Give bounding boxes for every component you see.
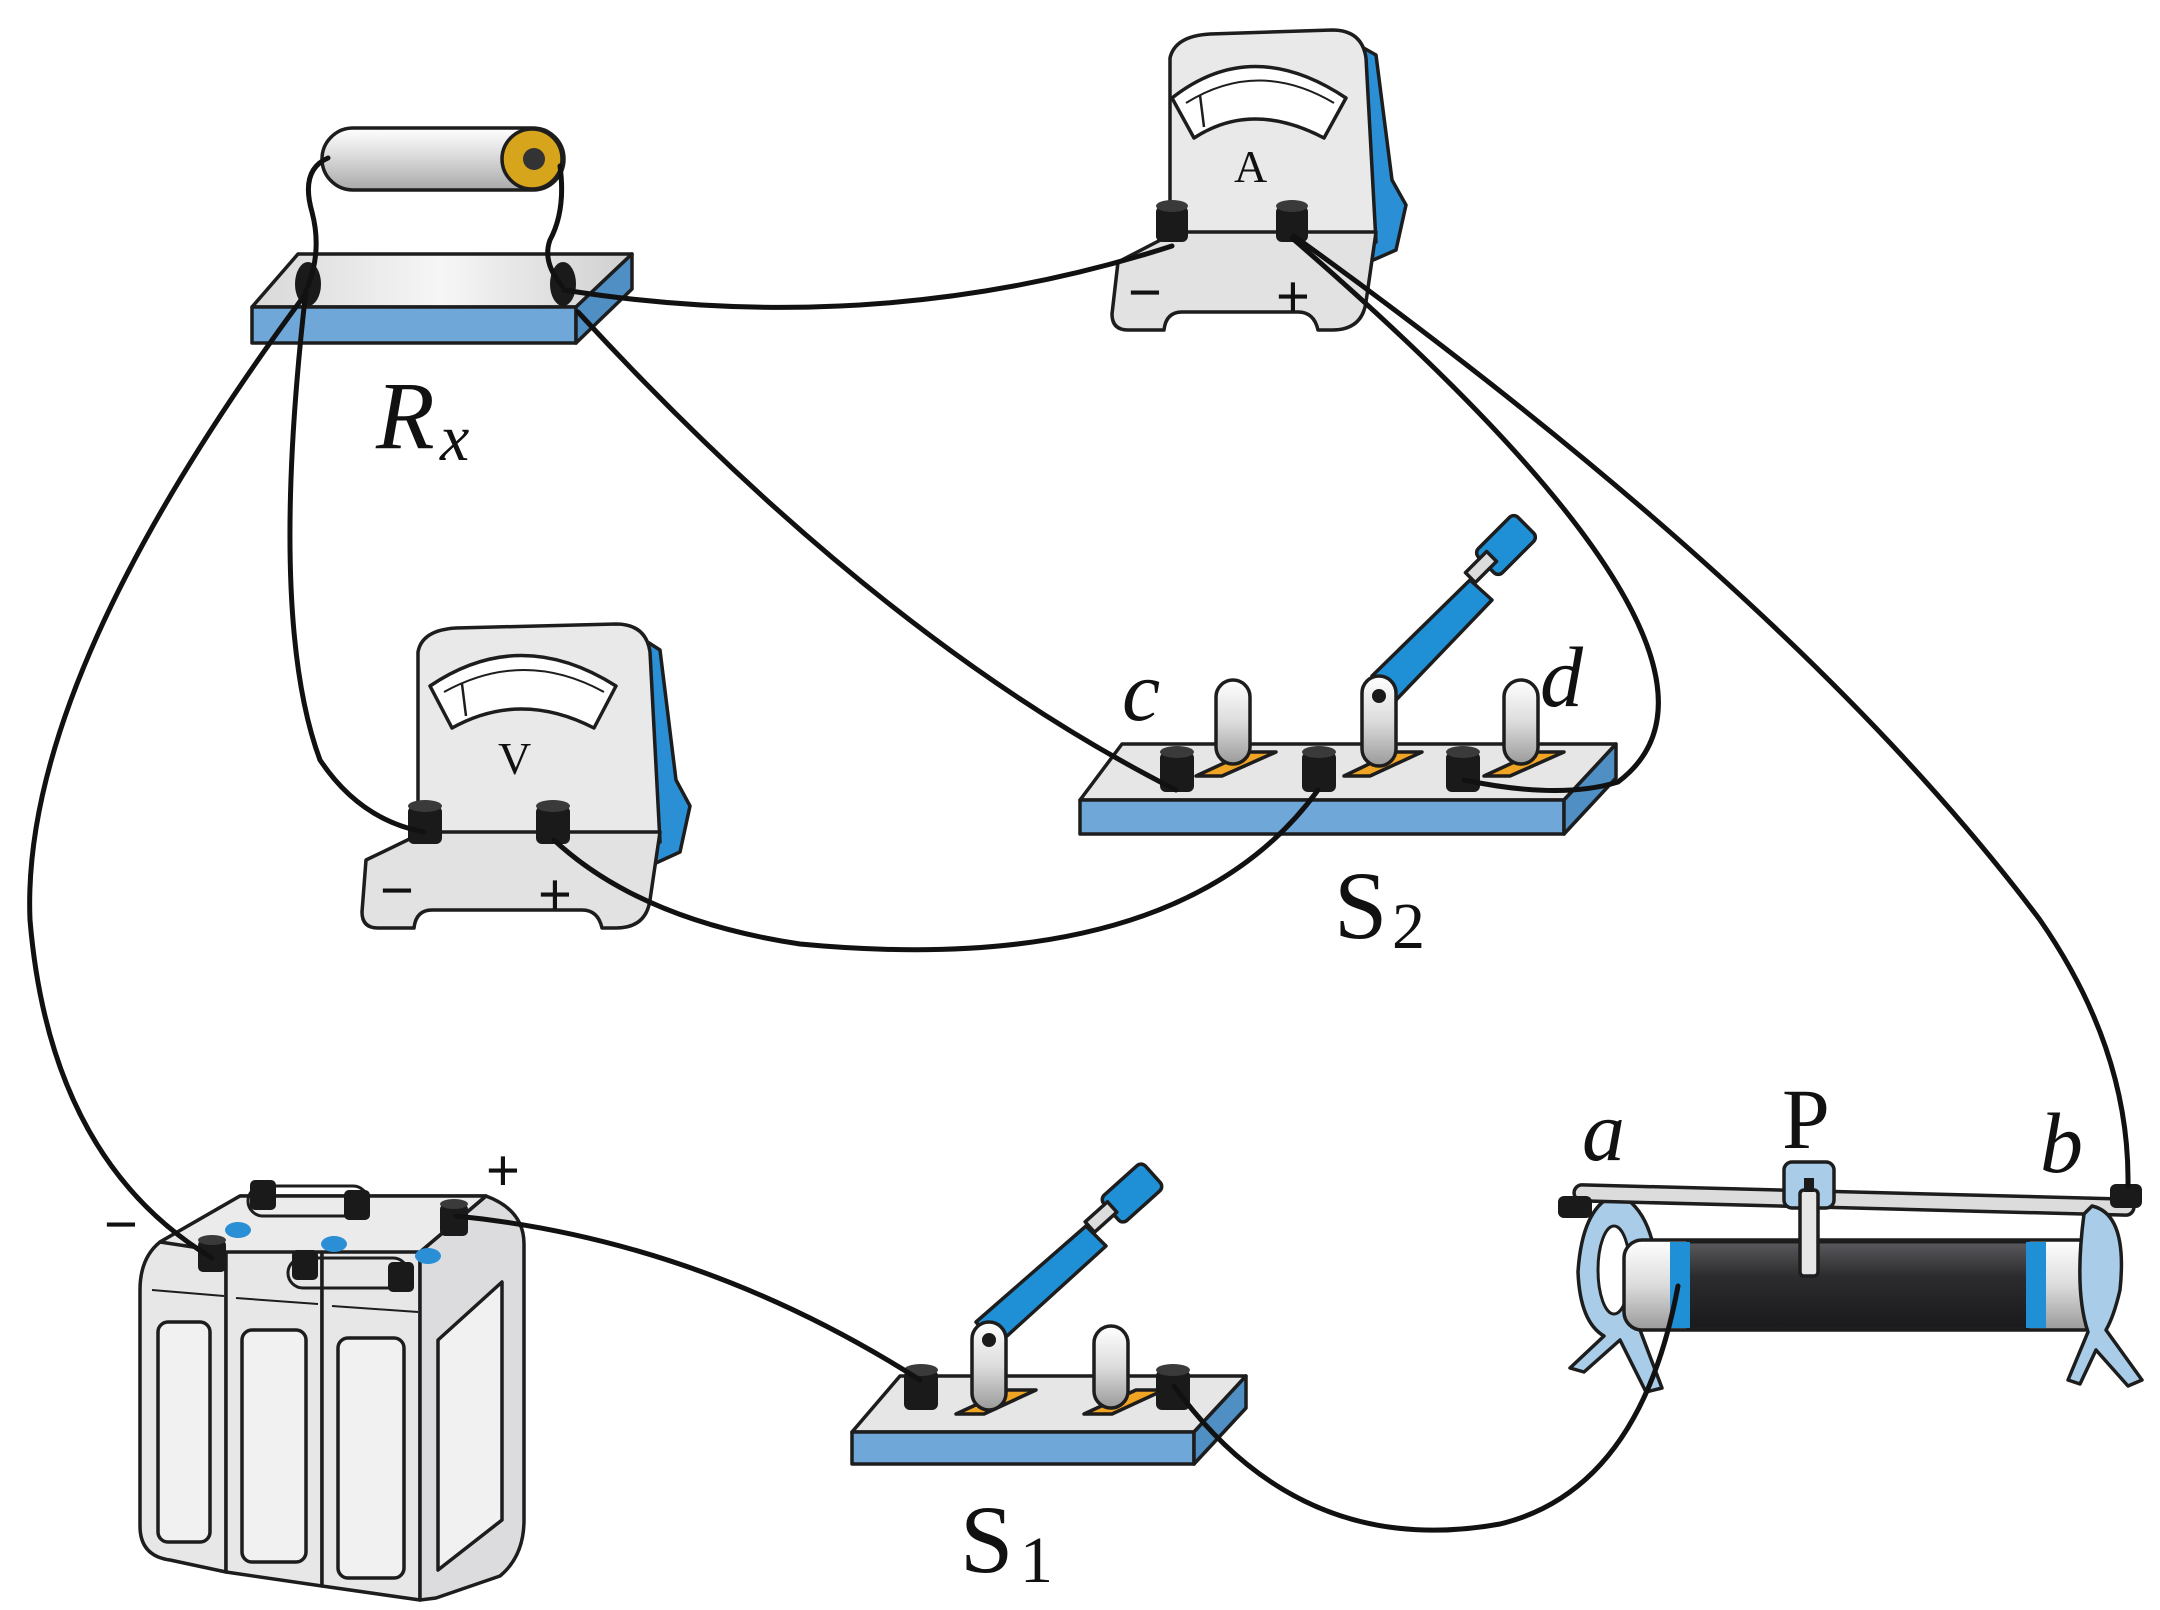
- wire-s1-to-rheostat-a: [1171, 1283, 1681, 1533]
- voltmeter-scale-window: [428, 653, 618, 730]
- wire-rx-to-ammeter-minus: [561, 243, 1175, 310]
- battery-panel-2: [240, 1328, 308, 1564]
- s1-pivot-post: [970, 1320, 1008, 1412]
- s2-label: S 2: [1334, 852, 1425, 963]
- voltmeter-base: [360, 830, 662, 930]
- battery-plus-sign: +: [486, 1138, 520, 1203]
- svg-text:2: 2: [1392, 890, 1425, 963]
- ammeter-body: [1168, 28, 1378, 244]
- s2-handle: [1370, 513, 1538, 702]
- s2-terminal-mid: [1302, 746, 1336, 792]
- rheostat: a P b: [1558, 1071, 2144, 1394]
- wire-rx-to-voltmeter-minus: [287, 287, 427, 835]
- s2-post-c: [1214, 678, 1252, 766]
- battery-minus-sign: −: [104, 1192, 138, 1257]
- wires: [27, 155, 2131, 1533]
- ammeter-scale-arc: [1185, 79, 1335, 104]
- svg-text:1: 1: [1020, 1524, 1053, 1597]
- battery-panel-3: [336, 1336, 406, 1580]
- s1-pivot-hole: [982, 1333, 996, 1347]
- rheostat-slider-p: [1782, 1160, 1836, 1278]
- switch-s1: [850, 1162, 1248, 1466]
- wire-ammeter-plus-to-rheostat-b: [1291, 233, 2131, 1189]
- ammeter-minus-sign: −: [1128, 260, 1162, 325]
- rheostat-terminal-b: [2110, 1184, 2142, 1208]
- s2-pivot-post: [1360, 674, 1398, 768]
- rheostat-label-a: a: [1582, 1083, 1625, 1179]
- s2-base-front: [1078, 798, 1566, 836]
- switch-s2: c d: [1078, 513, 1618, 836]
- voltmeter-plus-sign: +: [538, 862, 572, 927]
- rheostat-band-right: [2026, 1242, 2046, 1328]
- s2-label-d: d: [1540, 629, 1584, 725]
- s2-terminal-c: [1160, 746, 1194, 792]
- wire-rx-lead-left: [305, 155, 331, 289]
- battery-side-panel: [436, 1280, 504, 1572]
- wire-rx-lead-right: [545, 163, 565, 289]
- ammeter-scale-window: [1170, 64, 1348, 140]
- ammeter-terminal-minus: [1156, 200, 1188, 242]
- voltmeter-terminal-plus: [536, 800, 570, 844]
- ammeter-plus-sign: +: [1276, 264, 1310, 329]
- battery-vent-3: [415, 1248, 441, 1264]
- battery-vent-1: [225, 1222, 251, 1238]
- s2-pivot-hole: [1372, 689, 1386, 703]
- rheostat-right-bracket: [2066, 1204, 2144, 1388]
- voltmeter-minus-sign: −: [380, 858, 414, 923]
- rheostat-coil: [1686, 1240, 2030, 1330]
- svg-text:S: S: [960, 1486, 1013, 1593]
- ammeter-terminal-plus: [1276, 200, 1308, 242]
- battery-panel-1: [156, 1320, 212, 1544]
- ammeter: A − +: [1110, 28, 1408, 332]
- resistor-rx: [250, 126, 634, 345]
- s1-base-side: [1192, 1374, 1248, 1466]
- wire-ammeter-plus-to-s2-d: [1289, 235, 1661, 794]
- s1-post-right: [1092, 1324, 1130, 1410]
- rheostat-label-p: P: [1782, 1071, 1830, 1167]
- battery-vent-2: [321, 1236, 347, 1252]
- s2-post-d: [1502, 678, 1540, 766]
- rheostat-label-b: b: [2040, 1095, 2083, 1191]
- battery-terminal-plus: [440, 1199, 468, 1236]
- svg-text:S: S: [1334, 852, 1387, 959]
- voltmeter: V − +: [360, 622, 692, 930]
- s1-terminal-left: [904, 1364, 938, 1410]
- voltmeter-needle: [460, 683, 468, 717]
- s2-label-c: c: [1122, 643, 1160, 739]
- s1-label: S 1: [960, 1486, 1053, 1597]
- battery-pack: − +: [104, 1138, 526, 1602]
- wire-rx-to-s2-c: [575, 309, 1179, 793]
- voltmeter-terminal-minus: [408, 800, 442, 844]
- voltmeter-letter: V: [498, 733, 531, 784]
- svg-text:R: R: [375, 362, 435, 469]
- s2-terminal-d: [1446, 746, 1480, 792]
- rx-cylinder-core: [523, 148, 545, 170]
- s1-handle: [974, 1162, 1164, 1348]
- rx-label: R x: [375, 362, 469, 475]
- wire-rx-to-battery-minus: [27, 293, 307, 1261]
- rx-base-side: [574, 252, 634, 345]
- ammeter-needle: [1198, 94, 1206, 128]
- svg-text:x: x: [439, 402, 469, 475]
- voltmeter-scale-arc: [443, 669, 605, 693]
- battery-terminal-2: [250, 1180, 414, 1292]
- wire-s2-mid-to-voltmeter-plus: [551, 787, 1321, 953]
- s1-base-front: [850, 1430, 1196, 1466]
- wire-battery-plus-to-s1: [453, 1213, 923, 1383]
- rheostat-terminal-a: [1558, 1196, 1592, 1218]
- ammeter-letter: A: [1234, 141, 1267, 192]
